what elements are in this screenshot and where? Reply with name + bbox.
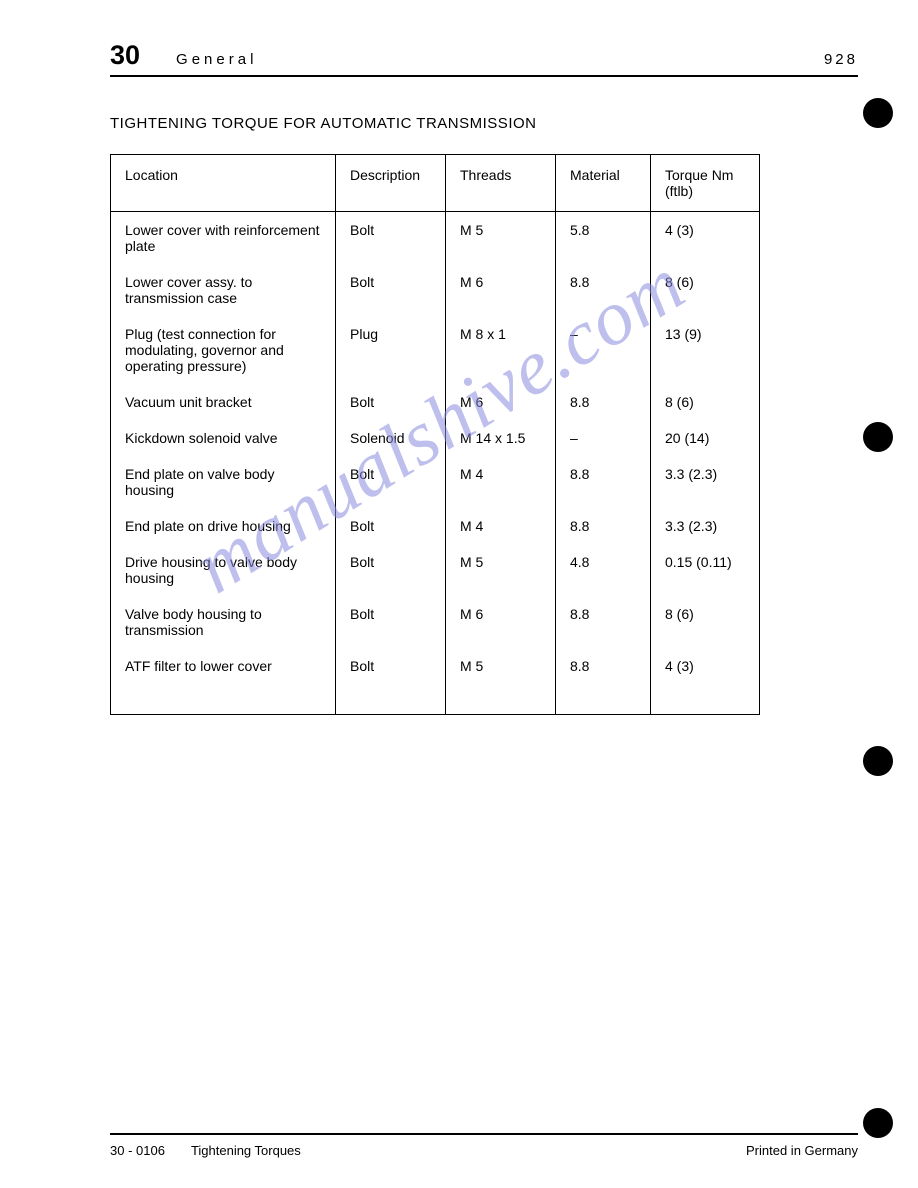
cell-threads: M 5 — [446, 212, 556, 265]
punch-hole-icon — [863, 1108, 893, 1138]
table-row: Drive housing to valve body housingBoltM… — [111, 544, 760, 596]
cell-material: 8.8 — [556, 264, 651, 316]
cell-material: 8.8 — [556, 384, 651, 420]
cell-material: 8.8 — [556, 508, 651, 544]
cell-torque: 8 (6) — [651, 596, 760, 648]
cell-material: 4.8 — [556, 544, 651, 596]
cell-description: Bolt — [336, 508, 446, 544]
cell-material: 8.8 — [556, 648, 651, 715]
cell-location: Lower cover with reinforcement plate — [111, 212, 336, 265]
cell-material: 8.8 — [556, 596, 651, 648]
cell-location: ATF filter to lower cover — [111, 648, 336, 715]
cell-location: Vacuum unit bracket — [111, 384, 336, 420]
cell-torque: 8 (6) — [651, 264, 760, 316]
cell-threads: M 6 — [446, 384, 556, 420]
punch-hole-icon — [863, 746, 893, 776]
header-section-name: General — [176, 51, 824, 68]
cell-description: Bolt — [336, 212, 446, 265]
cell-torque: 0.15 (0.11) — [651, 544, 760, 596]
torque-table: Location Description Threads Material To… — [110, 154, 760, 715]
cell-description: Plug — [336, 316, 446, 384]
header-chapter-number: 30 — [110, 40, 140, 71]
page-header: 30 General 928 — [110, 40, 858, 77]
punch-hole-icon — [863, 98, 893, 128]
table-header-row: Location Description Threads Material To… — [111, 155, 760, 212]
cell-threads: M 5 — [446, 544, 556, 596]
page-footer: 30 - 0106 Tightening Torques Printed in … — [110, 1133, 858, 1158]
cell-description: Bolt — [336, 596, 446, 648]
cell-threads: M 14 x 1.5 — [446, 420, 556, 456]
footer-print-location: Printed in Germany — [746, 1143, 858, 1158]
cell-torque: 4 (3) — [651, 212, 760, 265]
punch-hole-icon — [863, 422, 893, 452]
cell-threads: M 6 — [446, 264, 556, 316]
table-row: End plate on drive housingBoltM 48.83.3 … — [111, 508, 760, 544]
cell-location: Valve body housing to transmission — [111, 596, 336, 648]
cell-description: Bolt — [336, 264, 446, 316]
table-row: Lower cover assy. to transmission caseBo… — [111, 264, 760, 316]
table-row: Vacuum unit bracketBoltM 68.88 (6) — [111, 384, 760, 420]
table-body: Lower cover with reinforcement plateBolt… — [111, 212, 760, 715]
cell-threads: M 5 — [446, 648, 556, 715]
cell-location: Lower cover assy. to transmission case — [111, 264, 336, 316]
cell-location: Drive housing to valve body housing — [111, 544, 336, 596]
cell-torque: 8 (6) — [651, 384, 760, 420]
footer-page-number: 30 - 0106 — [110, 1143, 165, 1158]
page-title: TIGHTENING TORQUE FOR AUTOMATIC TRANSMIS… — [110, 115, 858, 132]
cell-threads: M 4 — [446, 456, 556, 508]
page-container: 30 General 928 TIGHTENING TORQUE FOR AUT… — [0, 0, 918, 1188]
cell-torque: 4 (3) — [651, 648, 760, 715]
cell-location: Kickdown solenoid valve — [111, 420, 336, 456]
cell-material: – — [556, 316, 651, 384]
cell-location: Plug (test connection for modulating, go… — [111, 316, 336, 384]
footer-title: Tightening Torques — [191, 1143, 746, 1158]
col-location: Location — [111, 155, 336, 212]
cell-description: Bolt — [336, 456, 446, 508]
header-model-number: 928 — [824, 51, 858, 68]
cell-threads: M 6 — [446, 596, 556, 648]
col-material: Material — [556, 155, 651, 212]
cell-description: Bolt — [336, 384, 446, 420]
cell-description: Solenoid — [336, 420, 446, 456]
cell-description: Bolt — [336, 648, 446, 715]
table-row: Lower cover with reinforcement plateBolt… — [111, 212, 760, 265]
table-row: ATF filter to lower coverBoltM 58.84 (3) — [111, 648, 760, 715]
cell-material: – — [556, 420, 651, 456]
cell-location: End plate on drive housing — [111, 508, 336, 544]
cell-threads: M 4 — [446, 508, 556, 544]
cell-description: Bolt — [336, 544, 446, 596]
cell-material: 8.8 — [556, 456, 651, 508]
table-row: Plug (test connection for modulating, go… — [111, 316, 760, 384]
table-row: End plate on valve body housingBoltM 48.… — [111, 456, 760, 508]
col-description: Description — [336, 155, 446, 212]
cell-torque: 13 (9) — [651, 316, 760, 384]
cell-location: End plate on valve body housing — [111, 456, 336, 508]
table-row: Valve body housing to transmissionBoltM … — [111, 596, 760, 648]
cell-material: 5.8 — [556, 212, 651, 265]
col-threads: Threads — [446, 155, 556, 212]
cell-torque: 3.3 (2.3) — [651, 508, 760, 544]
table-row: Kickdown solenoid valveSolenoidM 14 x 1.… — [111, 420, 760, 456]
col-torque: Torque Nm (ftlb) — [651, 155, 760, 212]
cell-threads: M 8 x 1 — [446, 316, 556, 384]
cell-torque: 20 (14) — [651, 420, 760, 456]
cell-torque: 3.3 (2.3) — [651, 456, 760, 508]
